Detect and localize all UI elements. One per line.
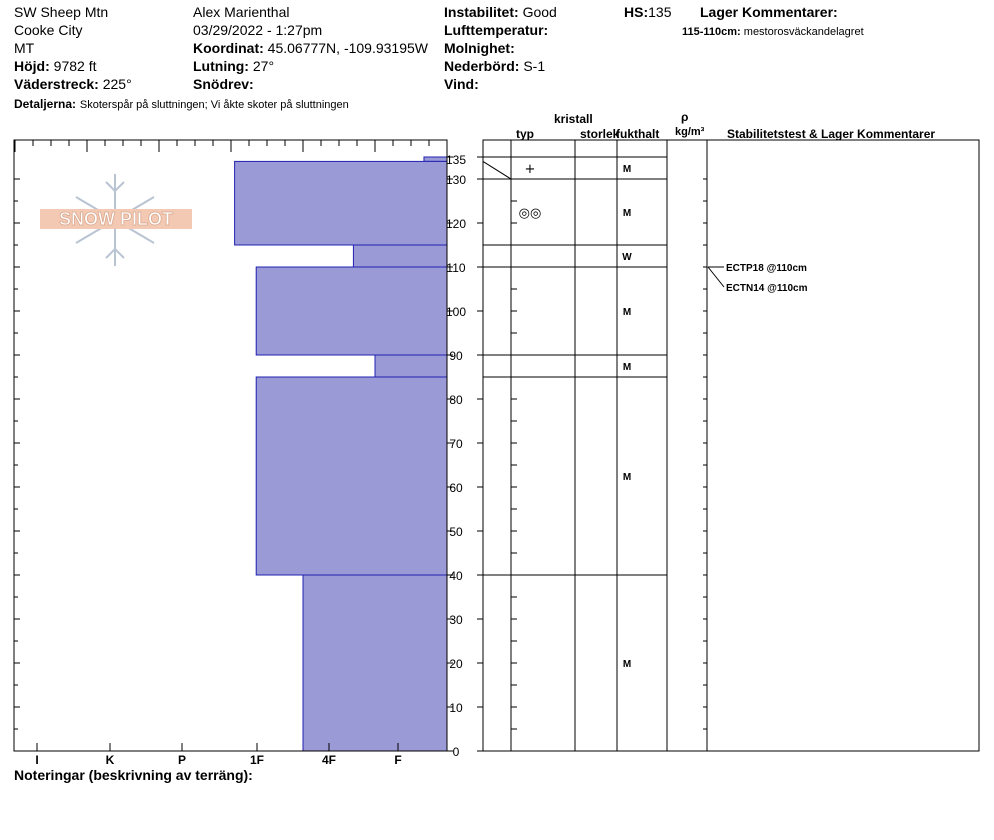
moisture-label-1: M bbox=[623, 208, 631, 219]
notes-label: Noteringar (beskrivning av terräng): bbox=[14, 767, 253, 783]
hardness-label-P: P bbox=[178, 753, 186, 767]
slope: Lutning: 27° bbox=[193, 58, 274, 74]
hardness-label-1F: 1F bbox=[250, 753, 264, 767]
moisture-label-2: W bbox=[622, 252, 632, 263]
snow-height: HS:135 bbox=[624, 4, 671, 20]
hs-value: 135 bbox=[648, 4, 672, 20]
hardness-label-4F: 4F bbox=[322, 753, 336, 767]
depth-label-135: 135 bbox=[446, 153, 466, 167]
precipitation: Nederbörd: S-1 bbox=[444, 58, 545, 74]
observer: Alex Marienthal bbox=[193, 4, 290, 20]
hardness-bar-0 bbox=[423, 156, 448, 162]
layer-table-frame bbox=[482, 139, 980, 752]
moisture-label-5: M bbox=[623, 472, 631, 483]
hardness-bar-5 bbox=[255, 376, 448, 576]
hardness-label-I: I bbox=[35, 753, 38, 767]
depth-label-70: 70 bbox=[449, 437, 463, 451]
depth-label-30: 30 bbox=[449, 613, 463, 627]
depth-label-40: 40 bbox=[449, 569, 463, 583]
layer-connector bbox=[482, 160, 512, 180]
hardness-bar-4 bbox=[374, 354, 448, 378]
depth-label-0: 0 bbox=[453, 745, 460, 759]
moisture-label-0: M bbox=[623, 164, 631, 175]
slope-value: 27° bbox=[252, 58, 275, 74]
col-stability: Stabilitetstest & Lager Kommentarer bbox=[727, 127, 936, 141]
depth-label-100: 100 bbox=[446, 305, 466, 319]
instability: Instabilitet: Good bbox=[444, 4, 557, 20]
depth-label-60: 60 bbox=[449, 481, 463, 495]
instability-label: Instabilitet: bbox=[444, 4, 519, 20]
hardness-label-K: K bbox=[106, 753, 115, 767]
city: Cooke City bbox=[14, 22, 83, 38]
instability-value: Good bbox=[522, 4, 557, 20]
col-size: storlek bbox=[580, 127, 620, 141]
coordinates: Koordinat: 45.06777N, -109.93195W bbox=[193, 40, 428, 56]
hardness-bar-6 bbox=[302, 574, 448, 752]
moisture-label-6: M bbox=[623, 659, 631, 670]
depth-label-80: 80 bbox=[449, 393, 463, 407]
slope-label: Lutning: bbox=[193, 58, 249, 74]
logo-text: SNOW PILOT bbox=[59, 209, 173, 229]
stability-leader-1 bbox=[707, 266, 725, 288]
snowpilot-logo: SNOW PILOT bbox=[40, 174, 192, 266]
precip-label: Nederbörd: bbox=[444, 58, 520, 74]
hardness-label-F: F bbox=[394, 753, 401, 767]
col-crystal: kristall bbox=[554, 112, 593, 126]
details: Detaljerna: Skoterspår på sluttningen; V… bbox=[14, 95, 349, 113]
layer-comment: 115-110cm: mestorosväckandelagret bbox=[682, 24, 864, 40]
elevation: Höjd: 9782 ft bbox=[14, 58, 96, 74]
moisture-label-4: M bbox=[623, 362, 631, 373]
depth-label-110: 110 bbox=[446, 261, 465, 275]
coord-value: 45.06777N, -109.93195W bbox=[267, 40, 428, 56]
depth-label-90: 90 bbox=[449, 349, 463, 363]
col-type: typ bbox=[516, 127, 534, 141]
coord-label: Koordinat: bbox=[193, 40, 264, 56]
elevation-label: Höjd: bbox=[14, 58, 50, 74]
layer-comment-text: mestorosväckandelagret bbox=[743, 26, 864, 38]
depth-label-20: 20 bbox=[449, 657, 463, 671]
depth-label-10: 10 bbox=[449, 701, 463, 715]
col-density-unit: kg/m³ bbox=[675, 126, 705, 138]
details-label: Detaljerna: bbox=[14, 97, 77, 111]
hardness-bar-1 bbox=[234, 160, 448, 246]
hs-label: HS: bbox=[624, 4, 649, 20]
hardness-bar-2 bbox=[352, 244, 448, 268]
aspect-value: 225° bbox=[102, 76, 132, 92]
stability-test-1: ECTN14 @110cm bbox=[726, 283, 808, 294]
depth-label-120: 120 bbox=[446, 217, 466, 231]
details-text: Skoterspår på sluttningen; Vi åkte skote… bbox=[79, 99, 349, 111]
depth-label-130: 130 bbox=[446, 173, 466, 187]
grain-symbol-0: + bbox=[525, 162, 536, 177]
precip-value: S-1 bbox=[523, 58, 546, 74]
hardness-bar-3 bbox=[255, 266, 448, 356]
state: MT bbox=[14, 40, 35, 56]
grain-symbol-1: ◎◎ bbox=[519, 206, 542, 221]
wind-label: Vind: bbox=[444, 76, 479, 92]
logo-band bbox=[40, 209, 192, 229]
stability-test-0: ECTP18 @110cm bbox=[726, 263, 807, 274]
air-temp-label: Lufttemperatur: bbox=[444, 22, 549, 38]
datetime: 03/29/2022 - 1:27pm bbox=[193, 22, 323, 38]
layer-comment-range: 115-110cm: bbox=[682, 26, 741, 38]
col-moisture: fukthalt bbox=[616, 127, 660, 141]
wind-loading-label: Snödrev: bbox=[193, 76, 254, 92]
location: SW Sheep Mtn bbox=[14, 4, 109, 20]
aspect-label: Väderstreck: bbox=[14, 76, 99, 92]
layer-comments-label: Lager Kommentarer: bbox=[700, 4, 838, 20]
moisture-label-3: M bbox=[623, 307, 631, 318]
sky-label: Molnighet: bbox=[444, 40, 515, 56]
col-rho: ρ bbox=[681, 110, 689, 124]
elevation-value: 9782 ft bbox=[53, 58, 97, 74]
aspect: Väderstreck: 225° bbox=[14, 76, 132, 92]
depth-label-50: 50 bbox=[449, 525, 463, 539]
